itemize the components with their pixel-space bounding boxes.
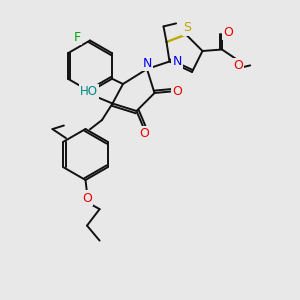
Text: O: O: [82, 191, 92, 205]
Text: O: O: [172, 85, 182, 98]
Text: F: F: [74, 31, 81, 44]
Text: N: N: [172, 55, 182, 68]
Text: N: N: [142, 57, 152, 70]
Text: O: O: [233, 59, 243, 73]
Text: O: O: [223, 26, 233, 39]
Text: HO: HO: [80, 85, 98, 98]
Text: S: S: [184, 21, 191, 34]
Text: O: O: [140, 127, 149, 140]
